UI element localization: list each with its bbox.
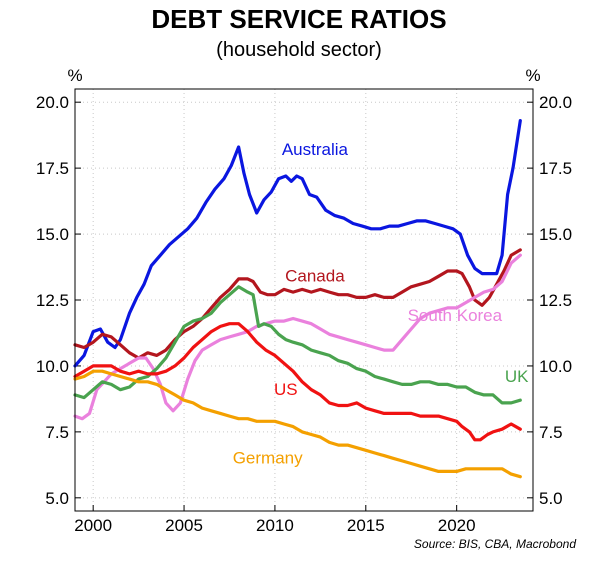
series-label-australia: Australia: [282, 140, 349, 159]
series-label-germany: Germany: [233, 449, 303, 468]
series-line-us: [73, 322, 522, 442]
plot-frame: [74, 88, 534, 512]
source-note: Source: BIS, CBA, Macrobond: [414, 537, 576, 551]
y-tick-label-right: 10.0: [539, 357, 572, 376]
y-tick-label-left: 12.5: [36, 291, 69, 310]
series-label-us: US: [274, 380, 298, 399]
y-tick-label-left: 7.5: [45, 423, 69, 442]
series-labels: Australia Canada South Korea UK US Germany: [233, 140, 529, 468]
x-tick-label: 2010: [256, 516, 294, 535]
series-line-uk: [73, 285, 522, 405]
y-tick-label-right: 20.0: [539, 93, 572, 112]
y-tick-label-right: 5.0: [539, 489, 563, 508]
chart-title: DEBT SERVICE RATIOS: [151, 4, 446, 34]
x-tick-label: 2020: [438, 516, 476, 535]
series-lines: [73, 118, 522, 479]
series-label-south-korea: South Korea: [408, 306, 503, 325]
series-line-germany: [73, 369, 522, 479]
series-line-south-korea: [73, 253, 522, 421]
chart-subtitle: (household sector): [216, 39, 382, 61]
y-tick-label-left: 10.0: [36, 357, 69, 376]
series-line-canada: [73, 248, 522, 360]
y-tick-label-right: 17.5: [539, 159, 572, 178]
y-tick-label-left: 17.5: [36, 159, 69, 178]
series-label-uk: UK: [505, 367, 529, 386]
x-tick-label: 2015: [347, 516, 385, 535]
series-label-canada: Canada: [285, 267, 345, 286]
y-tick-label-right: 15.0: [539, 225, 572, 244]
y-tick-label-left: 5.0: [45, 489, 69, 508]
series-line-australia: [73, 118, 522, 368]
x-tick-label: 2000: [74, 516, 112, 535]
y-tick-label-left: 15.0: [36, 225, 69, 244]
left-axis-unit: %: [67, 66, 82, 85]
y-tick-label-right: 7.5: [539, 423, 563, 442]
x-tick-label: 2005: [165, 516, 203, 535]
right-axis-unit: %: [525, 66, 540, 85]
axis-ticks: 5.0 5.0 7.5 7.5 10.0 10.0 12.5 12.5 15.0 15.0 17.5…: [36, 93, 572, 535]
y-tick-label-left: 20.0: [36, 93, 69, 112]
y-tick-label-right: 12.5: [539, 291, 572, 310]
